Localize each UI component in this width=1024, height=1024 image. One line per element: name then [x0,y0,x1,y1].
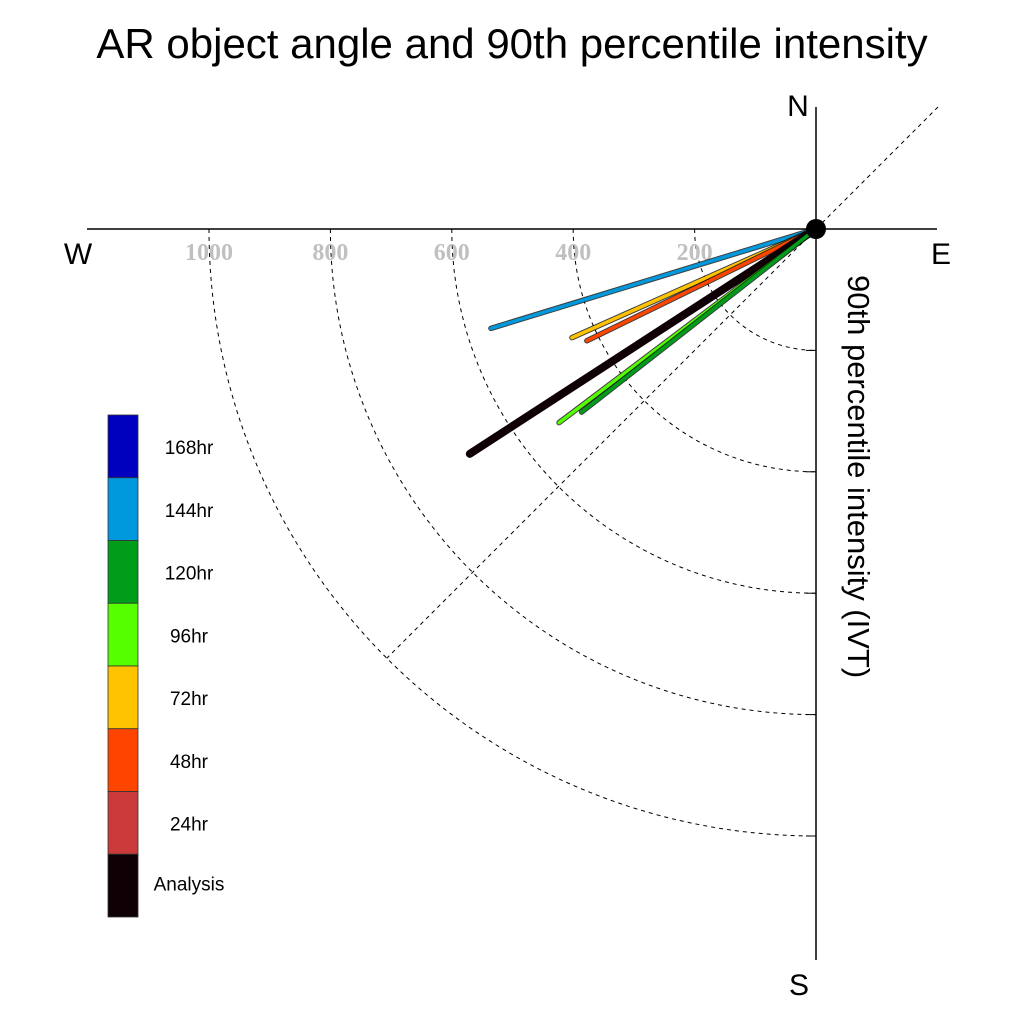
origin-marker [806,219,826,239]
series-vector-48hr [585,227,818,343]
series-vector-analysis [465,225,820,458]
north-label: N [787,90,809,123]
legend-swatch [107,665,139,730]
diagonal-gridline [386,106,939,659]
series-vector-120hr [579,227,818,414]
series-vector-144hr [489,227,818,331]
tick-label: 800 [312,240,348,266]
legend-label: 72hr [170,689,209,710]
tick-label: 400 [555,240,591,266]
south-label: S [789,969,809,1002]
legend-swatch [107,414,139,479]
legend-label: 48hr [170,752,209,773]
legend: 168hr 144hr 120hr 96hr 72hr 48hr 24hr Analysis [107,414,225,918]
legend-label: 120hr [165,564,214,585]
tick-label: 1000 [185,240,233,266]
legend-label: 24hr [170,815,209,836]
series-vectors [465,225,820,458]
legend-swatch [107,602,139,667]
legend-label: 96hr [170,626,209,647]
legend-swatch [107,791,139,855]
legend-label: 144hr [165,501,214,522]
legend-swatch [107,477,139,541]
legend-label: Analysis [154,874,225,895]
legend-label: 168hr [165,438,214,459]
legend-swatch [107,540,139,604]
grid-arc-800 [329,228,817,716]
legend-swatch [107,853,139,918]
grid-arc-200 [694,228,817,351]
polar-grid [208,106,939,837]
legend-swatch [107,728,139,792]
tick-label: 600 [434,240,470,266]
east-label: E [931,238,951,271]
grid-arc-1000 [208,228,817,837]
chart-title: AR object angle and 90th percentile inte… [96,20,927,67]
radial-axis-label: 90th percentile intensity (IVT) [841,275,876,678]
west-label: W [64,238,93,271]
